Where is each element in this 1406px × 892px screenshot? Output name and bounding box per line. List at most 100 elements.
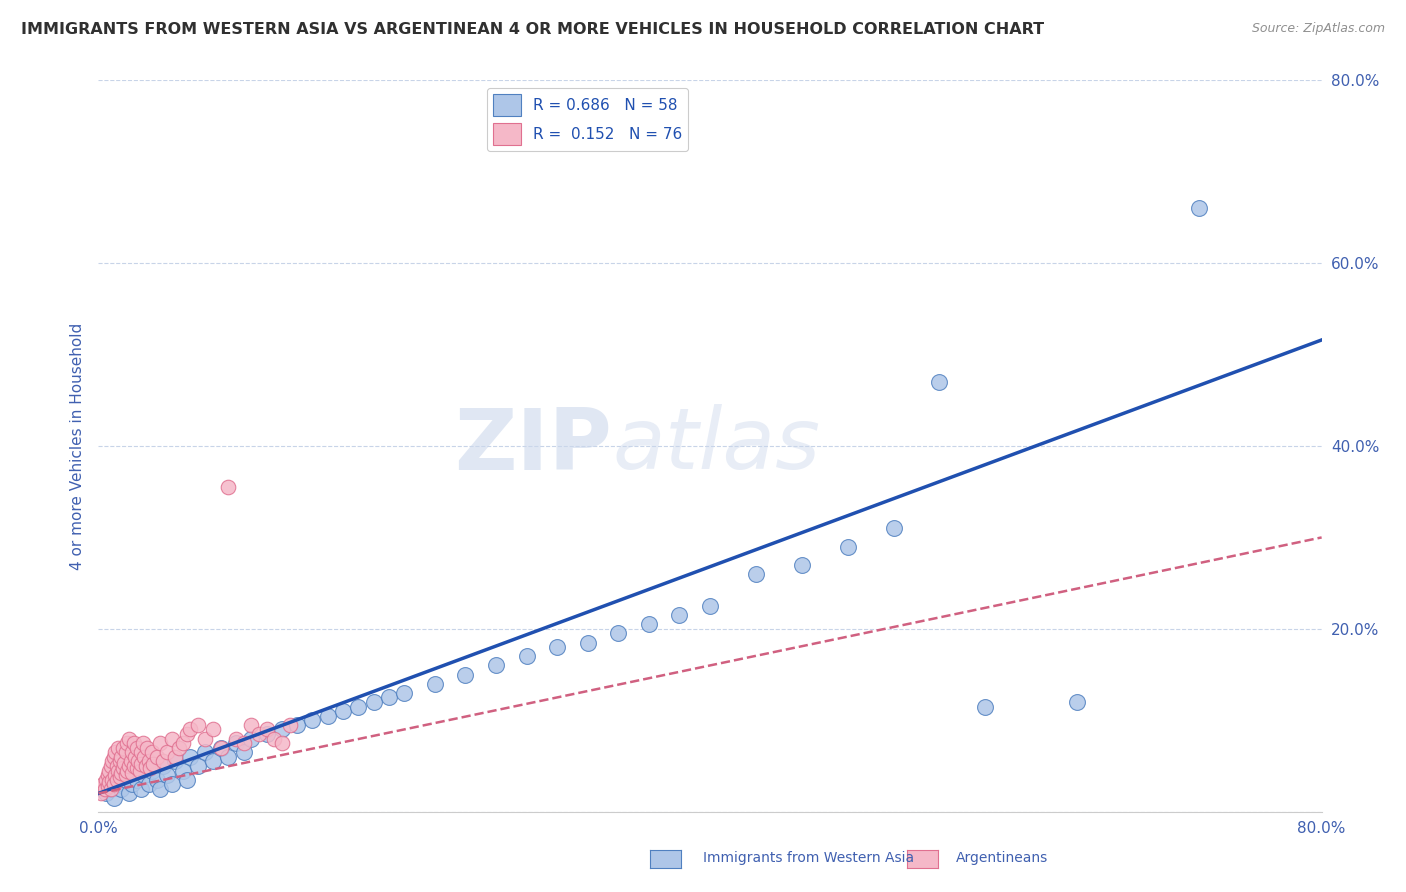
Point: [90, 787, 112, 801]
Point: [100, 781, 122, 796]
Point: [145, 749, 167, 764]
Point: [101, 755, 124, 769]
Point: [94, 772, 117, 787]
Point: [179, 749, 201, 764]
Point: [516, 649, 538, 664]
Point: [156, 768, 179, 782]
Point: [105, 772, 128, 787]
Point: [209, 740, 232, 755]
Point: [120, 755, 142, 769]
Point: [176, 727, 198, 741]
Point: [132, 736, 155, 750]
Point: [668, 608, 690, 623]
Point: [546, 640, 568, 655]
Point: [107, 740, 129, 755]
Point: [225, 736, 247, 750]
Point: [136, 740, 159, 755]
Point: [607, 626, 630, 640]
Point: [135, 759, 157, 773]
Point: [187, 718, 209, 732]
Point: [156, 745, 179, 759]
Point: [121, 766, 143, 780]
Point: [928, 375, 950, 389]
Point: [122, 759, 145, 773]
Point: [124, 749, 146, 764]
Point: [117, 764, 139, 778]
Y-axis label: 4 or more Vehicles in Household: 4 or more Vehicles in Household: [69, 322, 84, 570]
Point: [125, 740, 148, 755]
Point: [160, 777, 183, 791]
Point: [125, 772, 148, 787]
Point: [332, 704, 354, 718]
Point: [278, 718, 301, 732]
Point: [110, 766, 132, 780]
Point: [108, 770, 131, 784]
Point: [111, 740, 134, 755]
Point: [152, 755, 174, 769]
Point: [179, 723, 201, 737]
Point: [149, 781, 172, 796]
Point: [169, 740, 191, 755]
Point: [97, 768, 120, 782]
Text: Argentineans: Argentineans: [956, 851, 1049, 865]
Point: [103, 791, 125, 805]
Text: atlas: atlas: [612, 404, 820, 488]
Point: [202, 755, 225, 769]
Point: [270, 723, 292, 737]
Point: [176, 772, 198, 787]
Point: [225, 731, 247, 746]
Legend: R = 0.686   N = 58, R =  0.152   N = 76: R = 0.686 N = 58, R = 0.152 N = 76: [486, 88, 689, 151]
Point: [423, 676, 446, 690]
Point: [104, 768, 127, 782]
Point: [637, 617, 661, 632]
Point: [93, 781, 115, 796]
Point: [139, 761, 162, 775]
Point: [98, 764, 121, 778]
Point: [112, 756, 135, 771]
Point: [256, 723, 278, 737]
Point: [145, 772, 167, 787]
Point: [100, 759, 122, 773]
Point: [134, 768, 156, 782]
Point: [128, 764, 150, 778]
Point: [134, 749, 156, 764]
Point: [115, 768, 138, 782]
Point: [187, 759, 209, 773]
Point: [194, 731, 217, 746]
Point: [117, 736, 139, 750]
Point: [115, 745, 138, 759]
Point: [256, 727, 278, 741]
Point: [121, 745, 143, 759]
Point: [105, 777, 128, 791]
Text: ZIP: ZIP: [454, 404, 612, 488]
Point: [110, 781, 132, 796]
Point: [263, 731, 285, 746]
Point: [163, 755, 186, 769]
Point: [152, 759, 174, 773]
Point: [883, 521, 905, 535]
Point: [125, 761, 148, 775]
Point: [217, 749, 239, 764]
Point: [100, 781, 122, 796]
Point: [1188, 201, 1211, 215]
Point: [745, 567, 768, 582]
Point: [105, 759, 128, 773]
Point: [111, 761, 134, 775]
Point: [347, 699, 370, 714]
Point: [108, 755, 131, 769]
Point: [270, 736, 292, 750]
Point: [110, 749, 132, 764]
Point: [141, 764, 163, 778]
Point: [247, 727, 270, 741]
Point: [138, 755, 160, 769]
Point: [209, 740, 232, 755]
Point: [217, 480, 239, 494]
Point: [378, 690, 401, 705]
Point: [141, 745, 163, 759]
Point: [194, 745, 217, 759]
Point: [91, 777, 114, 791]
Point: [1066, 695, 1088, 709]
Point: [104, 745, 127, 759]
Point: [94, 787, 117, 801]
Point: [172, 736, 194, 750]
